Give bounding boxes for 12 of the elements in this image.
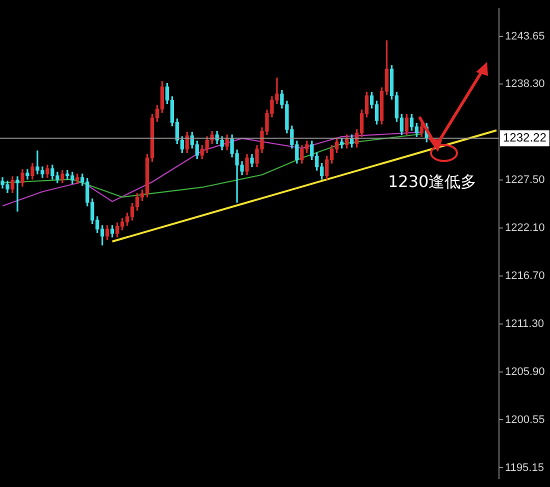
y-tick-label: 1205.90 — [505, 366, 545, 378]
y-tick-label: 1195.15 — [505, 462, 544, 474]
ref-line-label: 1232.22 — [503, 130, 547, 145]
y-tick-label: 1200.55 — [505, 414, 545, 426]
y-tick-label: 1238.30 — [505, 78, 545, 90]
y-tick-label: 1222.10 — [505, 222, 545, 234]
y-tick-label: 1243.65 — [505, 30, 545, 43]
candlestick — [16, 176, 20, 212]
y-tick-label: 1211.30 — [505, 318, 544, 330]
annotation: 1230逢低多 — [388, 172, 477, 192]
y-tick-label: 1227.50 — [505, 174, 545, 186]
y-tick-label: 1216.70 — [505, 270, 545, 282]
